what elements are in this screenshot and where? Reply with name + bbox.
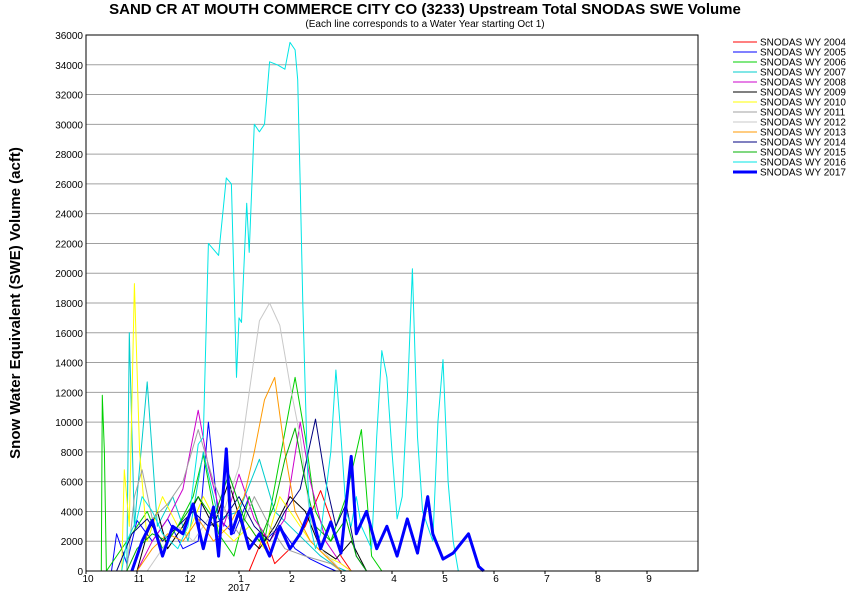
- x-tick-labels: 10 11 12 1 2 3 4 5 6 7 8 9: [82, 571, 652, 585]
- legend-label: SNODAS WY 2010: [760, 98, 846, 109]
- legend-label: SNODAS WY 2016: [760, 158, 846, 169]
- series-line-snodas-wy-2017: [130, 447, 485, 573]
- x-tick-label: 6: [493, 574, 499, 585]
- series-line-snodas-wy-2014: [116, 418, 367, 572]
- legend-label: SNODAS WY 2011: [760, 108, 846, 119]
- x-tick-label: 2: [289, 574, 295, 585]
- x-tick-label: 11: [134, 574, 145, 585]
- y-axis-label: Snow Water Equivalent (SWE) Volume (acft…: [7, 147, 24, 459]
- legend-label: SNODAS WY 2009: [760, 88, 846, 99]
- y-tick-label: 30000: [55, 120, 83, 131]
- y-tick-label: 20000: [55, 269, 83, 280]
- legend-label: SNODAS WY 2012: [760, 118, 846, 129]
- x-tick-label: 1: [238, 574, 244, 585]
- series-line-snodas-wy-2012: [146, 302, 342, 572]
- y-tick-label: 18000: [55, 299, 83, 310]
- y-tick-label: 36000: [55, 31, 83, 42]
- y-tick-label: 0: [77, 567, 83, 578]
- x-tick-label: 4: [391, 574, 397, 585]
- series-line-snodas-wy-2008: [136, 409, 352, 572]
- y-tick-label: 32000: [55, 91, 83, 102]
- y-tick-label: 26000: [55, 180, 83, 191]
- legend-label: SNODAS WY 2007: [760, 68, 846, 79]
- x-tick-label: 3: [340, 574, 346, 585]
- x-tick-label: 8: [595, 574, 601, 585]
- legend-label: SNODAS WY 2014: [760, 138, 846, 149]
- x-tick-label: 7: [544, 574, 550, 585]
- series-line-snodas-wy-2005: [111, 421, 337, 572]
- legend-label: SNODAS WY 2006: [760, 58, 846, 69]
- legend-label: SNODAS WY 2017: [760, 168, 846, 179]
- series-lines: [100, 41, 485, 573]
- y-tick-label: 8000: [61, 448, 84, 459]
- y-tick-label: 22000: [55, 239, 83, 250]
- legend-label: SNODAS WY 2004: [760, 38, 846, 49]
- y-tick-label: 14000: [55, 359, 83, 370]
- series-line-snodas-wy-2006: [100, 376, 383, 572]
- x-tick-label: 5: [442, 574, 448, 585]
- x-tick-label: 9: [646, 574, 652, 585]
- legend-label: SNODAS WY 2008: [760, 78, 846, 89]
- x-tick-label: 10: [82, 574, 94, 585]
- y-tick-label: 24000: [55, 210, 83, 221]
- y-tick-label: 4000: [61, 507, 84, 518]
- y-tick-label: 34000: [55, 61, 83, 72]
- y-tick-label: 12000: [55, 388, 83, 399]
- chart-title: SAND CR AT MOUTH COMMERCE CITY CO (3233)…: [109, 1, 741, 18]
- y-tick-label: 6000: [61, 478, 84, 489]
- x-year-label: 2017: [228, 583, 251, 594]
- y-tick-label: 2000: [61, 537, 84, 548]
- y-tick-label: 10000: [55, 418, 83, 429]
- y-tick-labels: 0 2000 4000 6000 8000 10000 12000 14000 16000 180…: [55, 31, 83, 578]
- legend-label: SNODAS WY 2013: [760, 128, 846, 139]
- y-tick-label: 28000: [55, 150, 83, 161]
- series-line-snodas-wy-2007: [126, 332, 347, 572]
- series-line-snodas-wy-2016: [121, 41, 459, 572]
- legend-label: SNODAS WY 2015: [760, 148, 846, 159]
- x-tick-label: 12: [184, 574, 196, 585]
- y-tick-label: 16000: [55, 329, 83, 340]
- chart-subtitle: (Each line corresponds to a Water Year s…: [305, 19, 545, 30]
- legend-label: SNODAS WY 2005: [760, 48, 846, 59]
